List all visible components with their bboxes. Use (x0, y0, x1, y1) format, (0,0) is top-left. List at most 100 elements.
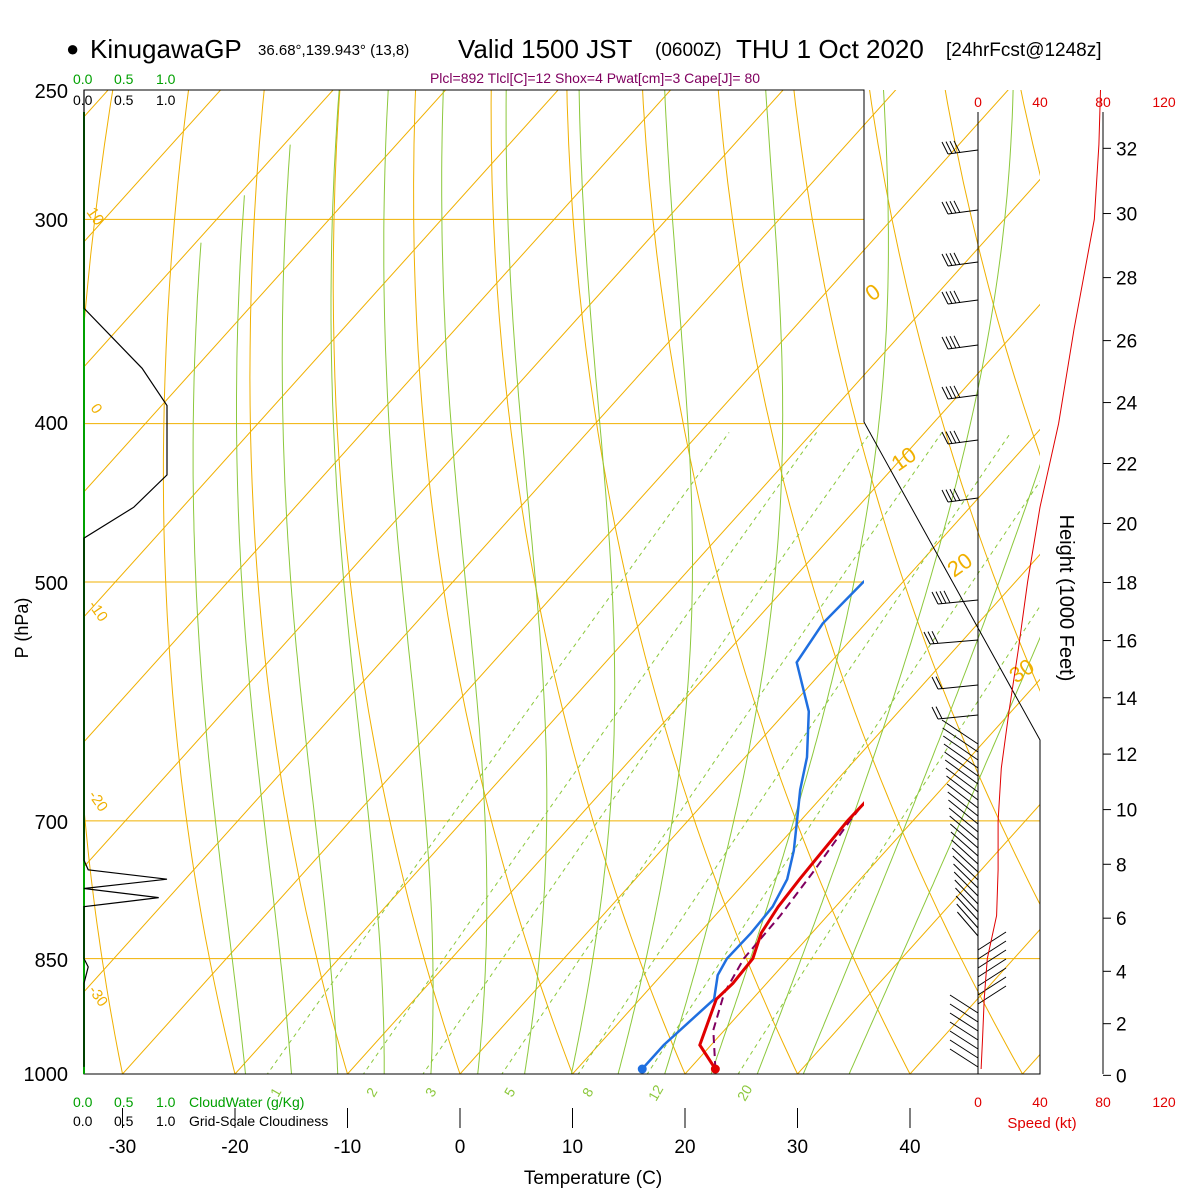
wind-barb (941, 200, 979, 215)
wind-barb-flag (949, 290, 957, 304)
isotherm-line (346, 303, 1040, 1074)
temperature-tick-label: -30 (109, 1137, 136, 1158)
wind-barb-staff (941, 719, 979, 745)
mixing-ratio-line (266, 432, 730, 1074)
moist-adiabat-line (281, 144, 339, 1074)
wind-barb-flag (945, 489, 953, 502)
station-name: KinugawaGP (90, 34, 242, 64)
height-tick-label: 14 (1116, 689, 1138, 710)
wind-barb (946, 783, 979, 809)
wind-barb-staff (977, 967, 1007, 987)
wind-barb-flag (949, 140, 957, 154)
wind-barb-staff (944, 751, 979, 777)
dry-adiabat-line (869, 90, 1040, 692)
temperature-ticks: -30 -20 -10 0 10 20 30 40 (109, 1108, 921, 1158)
wind-barb-flag (949, 488, 957, 502)
wind-barb (943, 743, 979, 769)
temperature-axis-label: Temperature (C) (524, 1168, 662, 1189)
wind-barb-flag (945, 253, 953, 266)
wind-barb (931, 676, 979, 690)
wind-barb (923, 630, 979, 645)
moist-adiabat-line (710, 90, 889, 1074)
wind-barb (977, 958, 1007, 978)
wind-barb-flag (931, 706, 939, 720)
wind-barb-staff (953, 863, 979, 889)
moist-adiabat-line (802, 463, 1040, 1074)
temperature-surface-point (710, 1064, 720, 1074)
wind-barb-flag (953, 140, 961, 154)
wind-barb-staff (949, 815, 979, 841)
wind-barb-staff (944, 759, 979, 785)
wind-barb-staff (949, 1030, 979, 1050)
isotherm-line (84, 90, 334, 368)
speed-bottom-tick: 0 (974, 1094, 982, 1110)
mixing-ratio-line (737, 605, 1040, 1074)
wind-barb (944, 759, 979, 785)
isotherm-line (1021, 1053, 1040, 1074)
cloudiness-top-tick: 0.0 (73, 92, 93, 108)
wind-barb-flag (945, 386, 953, 399)
wind-barb-staff (949, 1012, 979, 1032)
wind-barb (951, 839, 979, 865)
wind-barb (942, 727, 979, 753)
wind-barb (955, 887, 979, 913)
wind-barb-flag (953, 252, 961, 266)
cloud-water-top-tick: 0.0 (73, 71, 93, 87)
height-tick-label: 8 (1116, 855, 1127, 876)
wind-barb (949, 815, 979, 841)
cloudiness-top-tick: 0.5 (114, 92, 134, 108)
wind-barb-flag (943, 590, 951, 604)
wind-barb-staff (977, 976, 1007, 996)
moist-adiabat-line (756, 90, 1014, 1074)
moist-adiabat-line (236, 195, 293, 1074)
dry-adiabat-line (566, 90, 799, 1074)
dry-adiabat-line (1020, 90, 1040, 177)
wind-barb (955, 895, 979, 921)
temperature-tick-label: -20 (221, 1137, 248, 1158)
height-tick-label: 22 (1116, 454, 1137, 475)
wind-barb (949, 1003, 979, 1023)
wind-barb (948, 807, 979, 833)
isotherm-line (234, 178, 1040, 1074)
mixing-ratio-label: 20 (734, 1082, 756, 1104)
wind-barb (949, 1021, 979, 1041)
isotherm-line (571, 553, 1040, 1074)
isotherm-line (84, 90, 559, 618)
wind-barb-staff (946, 783, 979, 809)
height-axis-label: Height (1000 Feet) (1055, 515, 1077, 682)
wind-barb (949, 1012, 979, 1032)
wind-barb-staff (943, 743, 979, 769)
wind-barb (977, 976, 1007, 996)
cloudiness-bottom-tick: 0.5 (114, 1113, 134, 1129)
wind-barb (941, 719, 979, 745)
dry-adiabat-line (332, 90, 461, 1074)
wind-barb (977, 967, 1007, 987)
wind-barb-flag (931, 591, 939, 605)
isotherm-line (84, 90, 222, 243)
pressure-tick-label: 1000 (24, 1064, 69, 1086)
moist-adiabat-line (383, 90, 434, 1074)
wind-barbs (923, 140, 1007, 1068)
wind-barb (953, 871, 979, 897)
mixing-ratio-label: 5 (501, 1085, 519, 1100)
height-tick-label: 4 (1116, 962, 1127, 983)
wind-speed-profile (980, 89, 1101, 1070)
wind-barb-staff (977, 949, 1007, 969)
isotherm-line (459, 428, 1040, 1074)
wind-barb (949, 994, 979, 1014)
forecast-info: [24hrFcst@1248z] (946, 40, 1102, 61)
cloud-water-bottom-tick: 0.5 (114, 1094, 134, 1110)
wind-barb-flag (941, 291, 949, 305)
wind-barb (941, 430, 979, 445)
wind-barb-flag (953, 335, 961, 349)
wind-barb-staff (977, 940, 1007, 960)
dry-adiabat-line (249, 90, 348, 1074)
moist-adiabat-line (848, 636, 1040, 1074)
sounding-lines (637, 580, 864, 1074)
wind-barb (950, 831, 979, 857)
wind-barb-flag (931, 676, 939, 690)
wind-barb-staff (947, 299, 979, 305)
height-tick-label: 24 (1116, 394, 1138, 415)
